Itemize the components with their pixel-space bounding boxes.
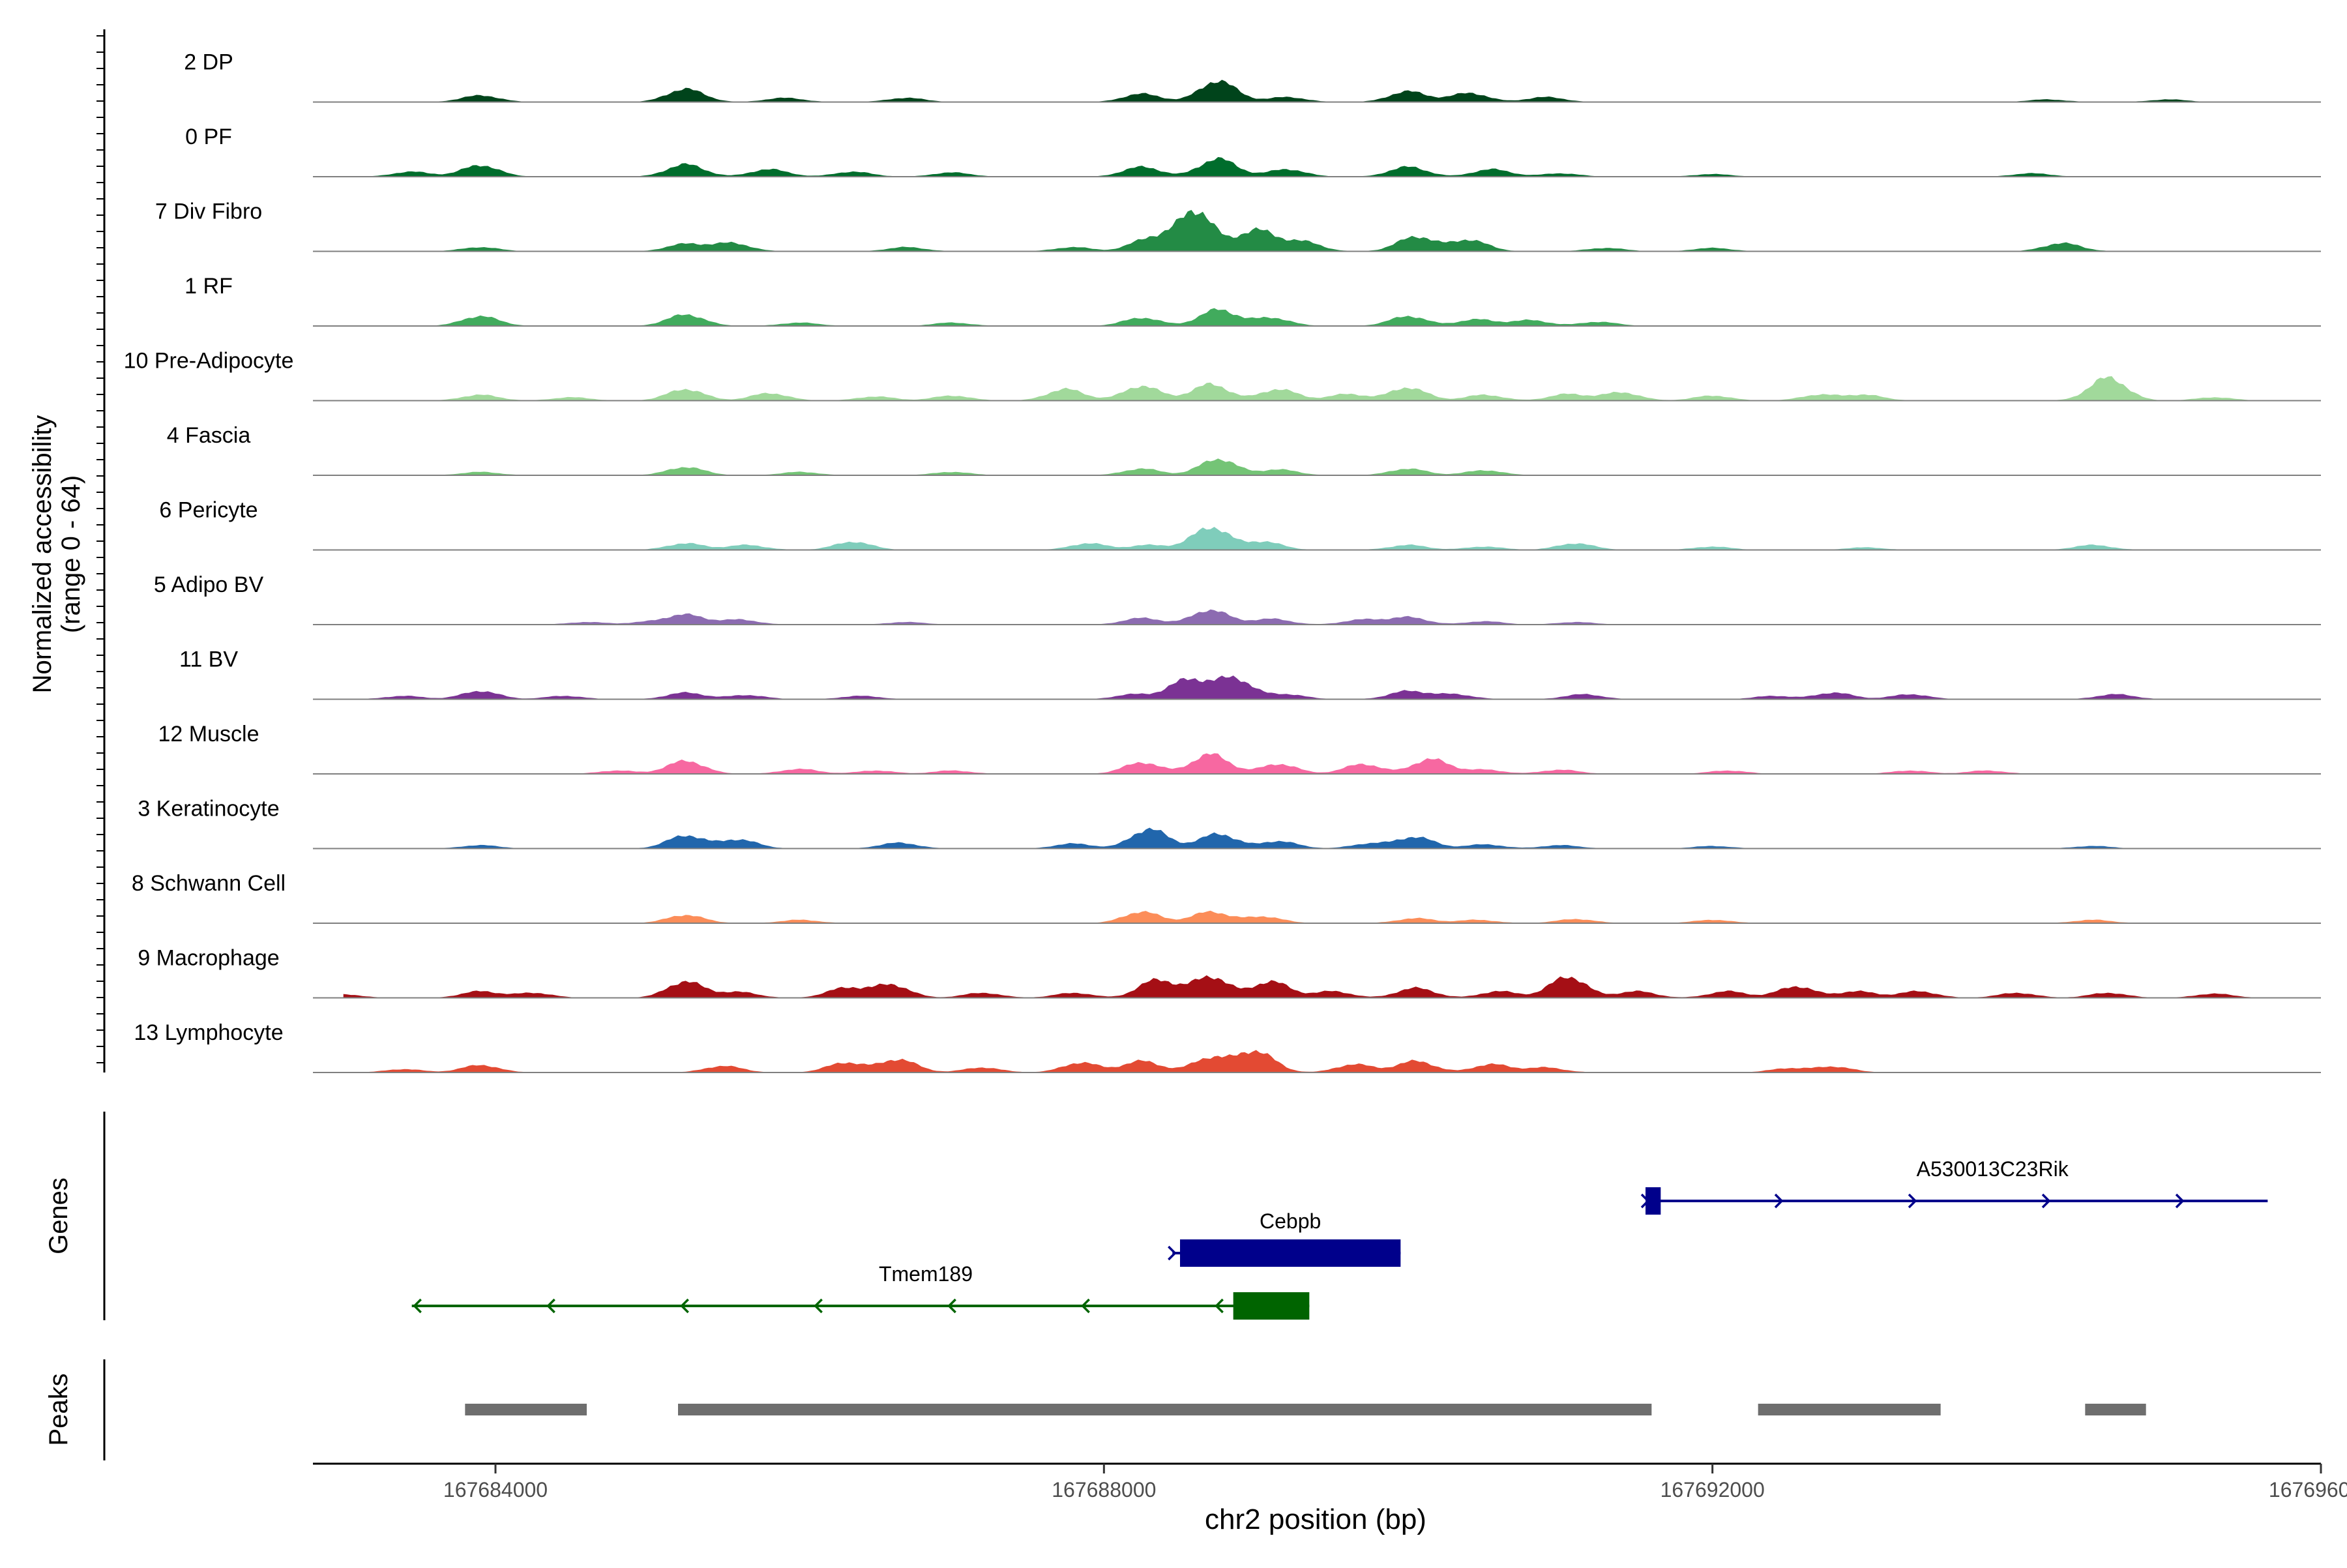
coverage-area [343, 458, 2276, 475]
track-7-div-fibro: 7 Div Fibro [155, 200, 2321, 252]
gene-label: A530013C23Rik [1917, 1157, 2069, 1181]
x-axis-title: chr2 position (bp) [1205, 1503, 1426, 1535]
track-6-pericyte: 6 Pericyte [159, 498, 2321, 551]
peak-region [465, 1404, 587, 1415]
track-9-macrophage: 9 Macrophage [138, 946, 2321, 999]
coverage-area [343, 609, 2276, 625]
exon-block [1180, 1239, 1401, 1267]
y-minor-ticks [96, 35, 104, 1063]
track-label: 0 PF [185, 125, 232, 149]
track-label: 5 Adipo BV [154, 572, 264, 597]
track-10-pre-adipocyte: 10 Pre-Adipocyte [124, 349, 2321, 402]
strand-arrow [1168, 1245, 1177, 1261]
coverage-area [343, 1050, 2276, 1072]
track-label: 13 Lymphocyte [134, 1020, 283, 1045]
coverage-area [343, 527, 2276, 550]
strand-arrow [2041, 1193, 2051, 1209]
gene-cebpb: Cebpb [1168, 1209, 1401, 1267]
strand-arrow [2175, 1193, 2185, 1209]
gene-tmem189: Tmem189 [411, 1262, 1310, 1320]
x-tick-label: 167684000 [443, 1478, 548, 1501]
gene-annotations: A530013C23Rik Cebpb Tmem189 [411, 1157, 2268, 1320]
track-label: 7 Div Fibro [155, 200, 262, 224]
track-1-rf: 1 RF [185, 274, 2321, 327]
genes-panel-label: Genes [44, 1177, 73, 1254]
x-tick-label: 167696000 [2269, 1478, 2347, 1501]
track-4-fascia: 4 Fascia [167, 423, 2321, 476]
strand-arrow [413, 1298, 422, 1314]
track-label: 4 Fascia [167, 423, 251, 448]
track-0-pf: 0 PF [185, 125, 2321, 177]
track-8-schwann-cell: 8 Schwann Cell [132, 871, 2321, 924]
strand-arrow [1215, 1298, 1224, 1314]
gene-a530013c23rik: A530013C23Rik [1640, 1157, 2268, 1215]
track-label: 6 Pericyte [159, 498, 258, 523]
x-tick-label: 167692000 [1661, 1478, 1765, 1501]
track-label: 10 Pre-Adipocyte [124, 349, 294, 374]
strand-arrow [546, 1298, 555, 1314]
track-12-muscle: 12 Muscle [158, 722, 2321, 775]
exon-block [1233, 1292, 1310, 1320]
track-label: 9 Macrophage [138, 946, 279, 971]
exon-block [1646, 1187, 1661, 1215]
y-axis-title-line2: (range 0 - 64) [57, 475, 85, 633]
track-5-adipo-bv: 5 Adipo BV [154, 572, 2321, 625]
x-tick-label: 167688000 [1052, 1478, 1156, 1501]
strand-arrow [1908, 1193, 1917, 1209]
track-13-lymphocyte: 13 Lymphocyte [134, 1020, 2321, 1073]
coverage-area [343, 975, 2276, 998]
strand-arrow [1081, 1298, 1090, 1314]
coverage-area [343, 827, 2276, 849]
track-label: 11 BV [179, 647, 238, 672]
track-label: 3 Keratinocyte [138, 797, 279, 821]
coverage-tracks: 2 DP 0 PF 7 Div Fibro 1 RF 10 Pre-Adipocyte 4… [124, 50, 2321, 1073]
peaks-panel-label: Peaks [44, 1373, 73, 1445]
peak-region [678, 1404, 1652, 1415]
coverage-area [343, 753, 2276, 774]
y-axis-title-line1: Normalized accessibility [28, 415, 57, 694]
peak-region [2085, 1404, 2146, 1415]
track-label: 12 Muscle [158, 722, 259, 747]
coverage-area [343, 308, 2276, 326]
track-3-keratinocyte: 3 Keratinocyte [138, 797, 2321, 850]
coverage-area [343, 675, 2276, 700]
strand-arrow [680, 1298, 689, 1314]
track-2-dp: 2 DP [184, 50, 2321, 103]
coverage-area [343, 80, 2276, 102]
coverage-area [343, 210, 2276, 252]
track-label: 2 DP [184, 50, 233, 75]
peak-region [1758, 1404, 1941, 1415]
coverage-area [343, 156, 2276, 177]
coverage-area [343, 910, 2276, 923]
peak-regions [465, 1404, 2146, 1415]
track-label: 1 RF [185, 274, 233, 299]
strand-arrow [947, 1298, 956, 1314]
gene-label: Cebpb [1260, 1209, 1321, 1233]
x-axis-ticks: 167684000 167688000 167692000 167696000 [443, 1464, 2347, 1501]
gene-label: Tmem189 [879, 1262, 973, 1286]
strand-arrow [814, 1298, 823, 1314]
track-label: 8 Schwann Cell [132, 871, 286, 896]
track-11-bv: 11 BV [179, 647, 2321, 700]
coverage-area [343, 376, 2276, 401]
strand-arrow [1774, 1193, 1784, 1209]
